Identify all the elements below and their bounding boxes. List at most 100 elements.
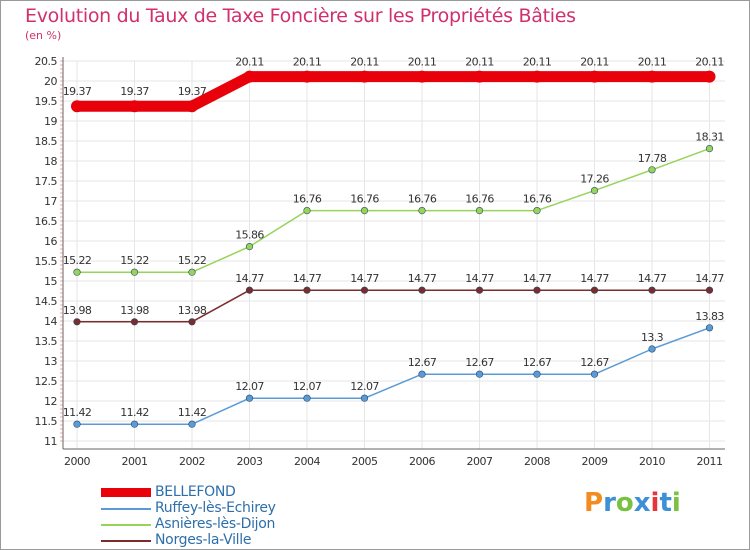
data-label: 12.67 — [523, 356, 552, 369]
data-label: 12.07 — [350, 380, 379, 393]
logo-letter: i — [671, 488, 681, 518]
data-label: 11.42 — [178, 406, 207, 419]
data-point — [533, 286, 541, 294]
data-point — [130, 420, 139, 428]
data-label: 14.77 — [465, 272, 494, 285]
data-point — [418, 286, 426, 294]
legend-item-ruffey: Ruffey-lès-Echirey — [101, 500, 361, 517]
data-point — [475, 286, 484, 294]
x-tick-label: 2009 — [582, 455, 608, 468]
data-label: 13.98 — [63, 304, 92, 317]
data-point — [531, 70, 543, 83]
data-point — [303, 286, 311, 294]
data-point — [533, 370, 541, 378]
data-label: 11.42 — [63, 406, 92, 419]
data-label: 20.11 — [580, 56, 609, 69]
data-point — [188, 420, 196, 428]
data-point — [590, 187, 599, 195]
data-label: 20.11 — [465, 56, 494, 69]
y-tick-label: 12.5 — [35, 375, 58, 388]
x-tick-label: 2002 — [179, 455, 205, 468]
y-tick-label: 20 — [44, 75, 57, 88]
legend-item-bellefond: BELLEFOND — [101, 484, 361, 501]
y-tick-label: 13.5 — [35, 335, 58, 348]
y-tick-label: 18 — [44, 155, 57, 168]
data-label: 14.77 — [580, 272, 609, 285]
x-tick-label: 2000 — [64, 455, 90, 468]
data-point — [130, 318, 139, 326]
data-label: 14.77 — [408, 272, 437, 285]
data-label: 20.11 — [235, 56, 264, 69]
data-point — [128, 100, 141, 113]
data-label: 14.77 — [293, 272, 322, 285]
data-point — [188, 318, 196, 326]
data-point — [303, 207, 311, 215]
data-point — [416, 70, 428, 83]
data-label: 20.11 — [293, 56, 322, 69]
data-label: 13.98 — [120, 304, 149, 317]
data-label: 13.3 — [641, 331, 664, 344]
y-tick-label: 13 — [44, 355, 57, 368]
data-label: 14.77 — [350, 272, 379, 285]
legend-label: BELLEFOND — [155, 484, 236, 500]
legend-label: Ruffey-lès-Echirey — [155, 500, 276, 516]
y-tick-label: 15.5 — [35, 255, 58, 268]
y-tick-label: 12 — [44, 395, 57, 408]
y-tick-label: 19 — [44, 115, 57, 128]
data-point — [648, 286, 656, 294]
data-label: 14.77 — [638, 272, 667, 285]
y-tick-label: 20.5 — [35, 55, 58, 68]
y-tick-label: 17 — [44, 195, 57, 208]
data-label: 11.42 — [120, 406, 149, 419]
data-point — [358, 70, 371, 83]
data-point — [188, 268, 196, 276]
data-label: 16.76 — [465, 193, 494, 206]
data-label: 12.67 — [580, 356, 609, 369]
x-tick-label: 2005 — [352, 455, 378, 468]
data-label: 12.67 — [408, 356, 437, 369]
data-label: 20.11 — [695, 56, 724, 69]
data-label: 12.07 — [235, 380, 264, 393]
y-tick-label: 14 — [44, 315, 57, 328]
data-label: 20.11 — [638, 56, 667, 69]
data-label: 16.76 — [408, 193, 437, 206]
y-tick-label: 19.5 — [35, 95, 58, 108]
data-point — [245, 243, 254, 251]
logo-letter: P — [584, 488, 604, 518]
data-point — [473, 70, 486, 83]
x-tick-label: 2004 — [294, 455, 320, 468]
data-point — [71, 100, 83, 113]
proxiti-logo: Proxiti — [584, 488, 681, 518]
logo-letter: t — [659, 488, 672, 518]
data-point — [360, 394, 369, 402]
y-tick-label: 16 — [44, 235, 57, 248]
legend-label: Asnières-lès-Dijon — [155, 516, 276, 532]
legend-swatch — [101, 540, 151, 542]
data-label: 19.37 — [178, 85, 207, 98]
x-tick-label: 2011 — [697, 455, 723, 468]
data-point — [533, 207, 541, 215]
x-tick-label: 2007 — [467, 455, 493, 468]
data-label: 20.11 — [350, 56, 379, 69]
data-point — [705, 324, 714, 332]
legend-swatch — [101, 488, 151, 497]
legend-label: Norges-la-Ville — [155, 532, 252, 548]
x-tick-label: 2008 — [524, 455, 550, 468]
y-tick-label: 11 — [44, 435, 57, 448]
data-point — [705, 145, 714, 153]
data-point — [360, 286, 369, 294]
y-tick-label: 17.5 — [35, 175, 58, 188]
data-label: 15.22 — [63, 254, 92, 267]
data-point — [705, 286, 714, 294]
data-label: 18.31 — [695, 131, 724, 144]
data-point — [245, 394, 254, 402]
data-point — [418, 370, 426, 378]
data-point — [588, 70, 601, 83]
data-point — [418, 207, 426, 215]
data-label: 15.22 — [178, 254, 207, 267]
data-point — [303, 394, 311, 402]
data-point — [475, 207, 484, 215]
x-tick-label: 2006 — [409, 455, 435, 468]
data-label: 20.11 — [523, 56, 552, 69]
